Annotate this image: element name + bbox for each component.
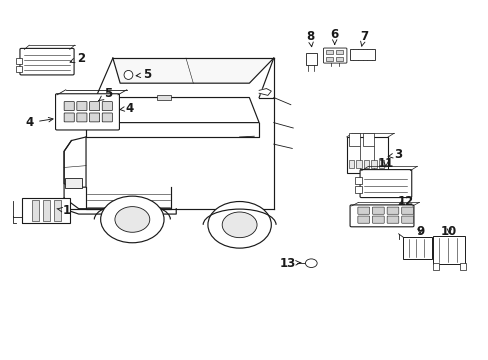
Text: 5: 5 — [99, 87, 112, 101]
Bar — [370, 160, 376, 168]
Bar — [326, 57, 332, 61]
Bar — [16, 58, 22, 64]
Text: 4: 4 — [26, 116, 53, 129]
Bar — [21, 198, 70, 224]
Bar — [349, 49, 374, 59]
Bar — [403, 237, 431, 259]
Polygon shape — [113, 58, 273, 83]
FancyBboxPatch shape — [64, 113, 74, 122]
Text: 4: 4 — [120, 102, 134, 115]
Bar — [326, 50, 332, 54]
Text: 2: 2 — [70, 51, 85, 64]
Ellipse shape — [124, 71, 133, 80]
Circle shape — [101, 196, 163, 243]
FancyBboxPatch shape — [20, 48, 74, 75]
Text: 7: 7 — [359, 30, 367, 46]
FancyBboxPatch shape — [386, 216, 398, 223]
Bar — [363, 160, 368, 168]
FancyBboxPatch shape — [401, 207, 413, 214]
Bar — [459, 263, 465, 270]
Text: 1: 1 — [57, 204, 70, 217]
FancyBboxPatch shape — [372, 216, 384, 223]
Bar — [432, 263, 438, 270]
FancyBboxPatch shape — [357, 216, 369, 223]
Bar — [335, 50, 342, 54]
Text: 6: 6 — [330, 28, 338, 44]
Bar — [356, 160, 361, 168]
Bar — [16, 66, 22, 72]
Bar — [348, 134, 360, 146]
Text: 5: 5 — [136, 68, 151, 81]
Polygon shape — [259, 89, 271, 95]
Text: 13: 13 — [279, 257, 301, 270]
Bar — [305, 53, 316, 65]
FancyBboxPatch shape — [359, 170, 411, 198]
FancyBboxPatch shape — [372, 207, 384, 214]
Bar — [335, 57, 342, 61]
FancyBboxPatch shape — [56, 94, 119, 130]
Bar — [348, 160, 354, 168]
Circle shape — [115, 207, 149, 232]
Polygon shape — [64, 137, 86, 187]
Bar — [378, 160, 384, 168]
FancyBboxPatch shape — [64, 102, 74, 111]
FancyBboxPatch shape — [357, 207, 369, 214]
FancyBboxPatch shape — [89, 113, 100, 122]
Bar — [354, 177, 361, 184]
FancyBboxPatch shape — [349, 205, 413, 227]
Text: 8: 8 — [305, 30, 314, 47]
Text: 3: 3 — [387, 148, 401, 161]
Polygon shape — [86, 98, 259, 123]
Bar — [354, 186, 361, 193]
Circle shape — [207, 202, 271, 248]
Text: 10: 10 — [440, 225, 456, 238]
Bar — [346, 137, 387, 173]
Text: 12: 12 — [396, 195, 413, 208]
Circle shape — [222, 212, 257, 238]
FancyBboxPatch shape — [386, 207, 398, 214]
Polygon shape — [64, 137, 171, 209]
Bar — [43, 201, 50, 221]
FancyBboxPatch shape — [102, 113, 112, 122]
FancyBboxPatch shape — [77, 113, 87, 122]
Bar — [432, 236, 464, 264]
FancyBboxPatch shape — [102, 102, 112, 111]
Bar — [362, 134, 373, 146]
FancyBboxPatch shape — [89, 102, 100, 111]
FancyBboxPatch shape — [323, 48, 346, 63]
Text: 9: 9 — [415, 225, 423, 238]
Bar — [54, 201, 61, 221]
FancyBboxPatch shape — [77, 102, 87, 111]
Circle shape — [305, 259, 317, 267]
FancyBboxPatch shape — [401, 216, 413, 223]
Bar — [32, 201, 39, 221]
Text: 11: 11 — [377, 157, 393, 170]
Bar — [65, 178, 82, 188]
Polygon shape — [86, 119, 259, 137]
Bar — [157, 95, 171, 100]
